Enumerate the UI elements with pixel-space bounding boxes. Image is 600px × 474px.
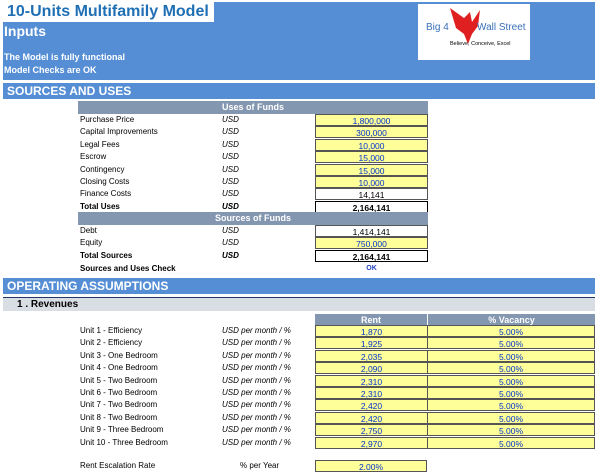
row-label: Purchase Price [80, 115, 135, 124]
rent-input[interactable]: 1,925 [315, 337, 428, 350]
unit-label: Unit 10 - Three Bedroom [80, 437, 168, 447]
logo-tagline: Believe, Conceive, Excel [450, 41, 511, 47]
section-operating: OPERATING ASSUMPTIONS [3, 278, 595, 294]
unit-label: Unit 9 - Three Bedroom [80, 425, 164, 435]
model-status: The Model is fully functional [4, 52, 126, 62]
logo-text-left: Big 4 [426, 22, 449, 33]
row-unit: USD [222, 250, 239, 260]
unit-measure: USD per month / % [222, 425, 291, 435]
rent-input[interactable]: 2,090 [315, 362, 428, 375]
row-label: Capital Improvements [80, 127, 158, 137]
rent-input[interactable]: 2,420 [315, 399, 428, 412]
row-label: Contingency [80, 164, 125, 174]
unit-label: Unit 3 - One Bedroom [80, 350, 158, 360]
row-value[interactable]: 10,000 [315, 176, 428, 188]
logo: Big 4 Wall Street Believe, Conceive, Exc… [418, 4, 530, 60]
section-sources-uses: SOURCES AND USES [3, 83, 595, 99]
row-unit: USD [222, 115, 239, 124]
rent-input[interactable]: 1,870 [315, 325, 428, 337]
row-value: 14,141 [315, 188, 428, 201]
row-value[interactable]: 15,000 [315, 163, 428, 176]
row-label: Debt [80, 226, 97, 235]
row-value[interactable]: 10,000 [315, 138, 428, 151]
sources-header: Sources of Funds [78, 212, 428, 225]
rent-input[interactable]: 2,310 [315, 374, 428, 387]
vacancy-input[interactable]: 5.00% [427, 374, 595, 387]
row-unit: USD [222, 127, 239, 137]
unit-measure: USD per month / % [222, 326, 291, 335]
rent-input[interactable]: 2,310 [315, 387, 428, 399]
rent-input[interactable]: 2,420 [315, 411, 428, 424]
model-title: 10-Units Multifamily Model [3, 2, 214, 22]
unit-measure: USD per month / % [222, 412, 291, 422]
vacancy-input[interactable]: 5.00% [427, 325, 595, 337]
escalation-input[interactable]: 2.00% [315, 460, 427, 472]
row-label: Total Uses [80, 201, 120, 211]
vacancy-input[interactable]: 5.00% [427, 411, 595, 424]
rent-input[interactable]: 2,970 [315, 436, 428, 449]
unit-label: Unit 8 - Two Bedroom [80, 412, 158, 422]
row-value[interactable]: 750,000 [315, 237, 428, 250]
row-value: 2,164,141 [315, 249, 428, 262]
vacancy-input[interactable]: 5.00% [427, 337, 595, 350]
check-status: Model Checks are OK [4, 65, 97, 75]
vacancy-input[interactable]: 5.00% [427, 424, 595, 437]
unit-measure: USD per month / % [222, 437, 291, 447]
vacancy-input[interactable]: 5.00% [427, 349, 595, 362]
unit-measure: USD per month / % [222, 400, 291, 410]
page-subtitle: Inputs [4, 23, 46, 39]
row-unit: USD [222, 238, 239, 248]
unit-label: Unit 1 - Efficiency [80, 326, 143, 335]
rent-input[interactable]: 2,750 [315, 424, 428, 437]
row-value: 1,414,141 [315, 225, 428, 237]
row-unit: USD [222, 139, 239, 149]
header-text: Inputs The Model is fully functional Mod… [0, 0, 600, 80]
vacancy-input[interactable]: 5.00% [427, 387, 595, 399]
row-value[interactable]: 300,000 [315, 126, 428, 139]
vacancy-input[interactable]: 5.00% [427, 399, 595, 412]
logo-text-right: Wall Street [477, 22, 526, 33]
row-unit: USD [222, 164, 239, 174]
unit-measure: USD per month / % [222, 363, 291, 373]
row-label: Legal Fees [80, 139, 120, 149]
row-value[interactable]: 1,800,000 [315, 114, 428, 126]
row-value: 2,164,141 [315, 200, 428, 213]
rent-input[interactable]: 2,035 [315, 349, 428, 362]
row-value[interactable]: 15,000 [315, 151, 428, 164]
check-value: OK [366, 265, 377, 272]
escalation-label: Rent Escalation Rate [80, 461, 156, 470]
unit-label: Unit 7 - Two Bedroom [80, 400, 158, 410]
unit-measure: USD per month / % [222, 375, 291, 385]
uses-header: Uses of Funds [78, 101, 428, 114]
row-label: Escrow [80, 152, 107, 162]
revenues-subheader: 1 . Revenues [3, 297, 595, 311]
check-label: Sources and Uses Check [80, 264, 176, 273]
row-unit: USD [222, 189, 239, 199]
unit-label: Unit 4 - One Bedroom [80, 363, 158, 373]
row-unit: USD [222, 201, 239, 211]
row-unit: USD [222, 177, 239, 186]
row-label: Closing Costs [80, 177, 130, 186]
eagle-icon [450, 8, 480, 44]
unit-measure: USD per month / % [222, 388, 291, 397]
unit-label: Unit 5 - Two Bedroom [80, 375, 158, 385]
row-label: Finance Costs [80, 189, 132, 199]
unit-label: Unit 2 - Efficiency [80, 338, 143, 348]
unit-measure: USD per month / % [222, 350, 291, 360]
row-unit: USD [222, 152, 239, 162]
unit-measure: USD per month / % [222, 338, 291, 348]
escalation-unit: % per Year [240, 461, 280, 470]
vacancy-input[interactable]: 5.00% [427, 362, 595, 375]
vacancy-header: % Vacancy [428, 314, 595, 327]
row-label: Equity [80, 238, 103, 248]
rent-header: Rent [315, 314, 428, 327]
row-unit: USD [222, 226, 239, 235]
row-label: Total Sources [80, 250, 133, 260]
vacancy-input[interactable]: 5.00% [427, 436, 595, 449]
unit-label: Unit 6 - Two Bedroom [80, 388, 158, 397]
